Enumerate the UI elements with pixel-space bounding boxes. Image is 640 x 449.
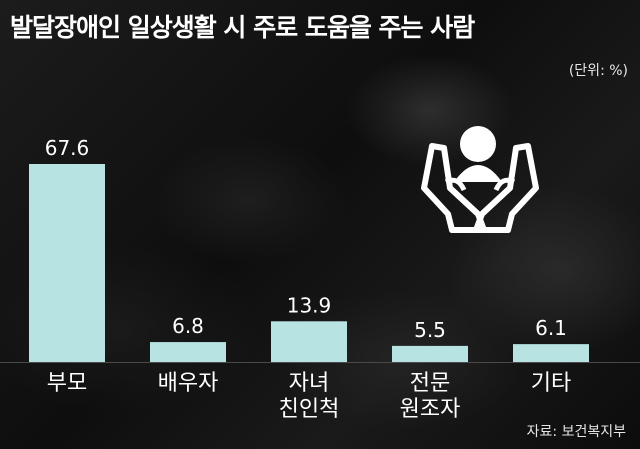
bar — [271, 321, 347, 362]
category-label: 자녀 친인척 — [279, 371, 340, 422]
value-label: 5.5 — [414, 318, 446, 342]
bar — [150, 342, 226, 362]
category-label: 부모 — [47, 371, 87, 396]
bar — [29, 164, 105, 362]
category-label: 기타 — [531, 371, 571, 396]
value-label: 6.1 — [535, 316, 567, 340]
chart-title: 발달장애인 일상생활 시 주로 도움을 주는 사람 — [10, 13, 475, 42]
source-note: 자료: 보건복지부 — [526, 424, 626, 440]
hands-supporting-person-icon — [418, 118, 542, 246]
value-label: 67.6 — [45, 136, 90, 160]
unit-label: (단위: %) — [568, 63, 628, 79]
value-label: 6.8 — [172, 314, 204, 338]
bar — [392, 345, 468, 362]
bar — [513, 344, 589, 362]
category-label: 전문 원조자 — [400, 371, 461, 422]
category-label: 배우자 — [158, 371, 219, 396]
value-label: 13.9 — [287, 293, 332, 317]
